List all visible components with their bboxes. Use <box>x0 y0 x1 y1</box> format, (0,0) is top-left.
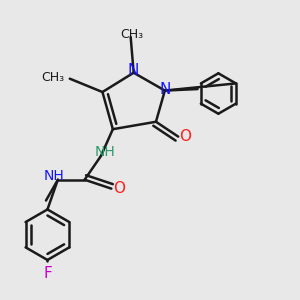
Text: F: F <box>43 266 52 281</box>
Text: N: N <box>128 63 139 78</box>
Text: N: N <box>159 82 170 97</box>
Text: O: O <box>179 129 191 144</box>
Text: CH₃: CH₃ <box>41 71 64 84</box>
Text: NH: NH <box>94 146 115 159</box>
Text: O: O <box>113 181 125 196</box>
Text: CH₃: CH₃ <box>121 28 144 41</box>
Text: NH: NH <box>44 169 65 183</box>
